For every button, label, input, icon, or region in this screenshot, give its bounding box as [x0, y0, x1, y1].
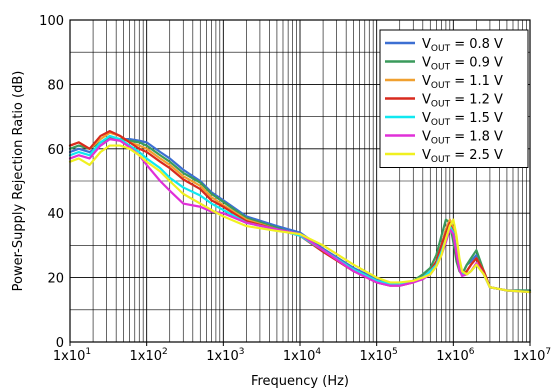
x-axis-ticks: 1x101 1x102 1x103 1x104 1x105 1x106 1x107 — [53, 342, 551, 364]
x-tick-label: 1x104 — [283, 347, 322, 364]
legend-label: VOUT = 1.8 V — [422, 130, 503, 147]
y-tick-label: 60 — [47, 143, 64, 158]
x-tick-label: 1x102 — [130, 347, 168, 364]
x-axis-title: Frequency (Hz) — [251, 374, 349, 389]
legend-label: VOUT = 0.8 V — [422, 37, 503, 54]
series-lines — [68, 129, 532, 294]
y-axis-ticks: 0 20 40 60 80 100 — [39, 14, 64, 351]
legend-label: VOUT = 0.9 V — [422, 56, 503, 73]
y-tick-label: 100 — [39, 14, 64, 29]
legend-label: VOUT = 1.5 V — [422, 111, 503, 128]
x-tick-label: 1x106 — [436, 347, 475, 364]
y-tick-label: 80 — [47, 78, 64, 93]
x-tick-label: 1x107 — [513, 347, 551, 364]
y-tick-label: 40 — [47, 207, 64, 222]
legend-label: VOUT = 1.2 V — [422, 93, 503, 110]
x-tick-label: 1x103 — [206, 347, 244, 364]
legend-label: VOUT = 2.5 V — [422, 148, 503, 165]
x-tick-label: 1x105 — [360, 347, 398, 364]
y-tick-label: 20 — [47, 272, 64, 287]
y-tick-label: 0 — [56, 336, 64, 351]
x-tick-label: 1x101 — [53, 347, 91, 364]
series-line-7 — [68, 144, 532, 294]
y-axis-title: Power-Supply Rejection Ratio (dB) — [11, 71, 26, 292]
legend-label: VOUT = 1.1 V — [422, 74, 503, 91]
